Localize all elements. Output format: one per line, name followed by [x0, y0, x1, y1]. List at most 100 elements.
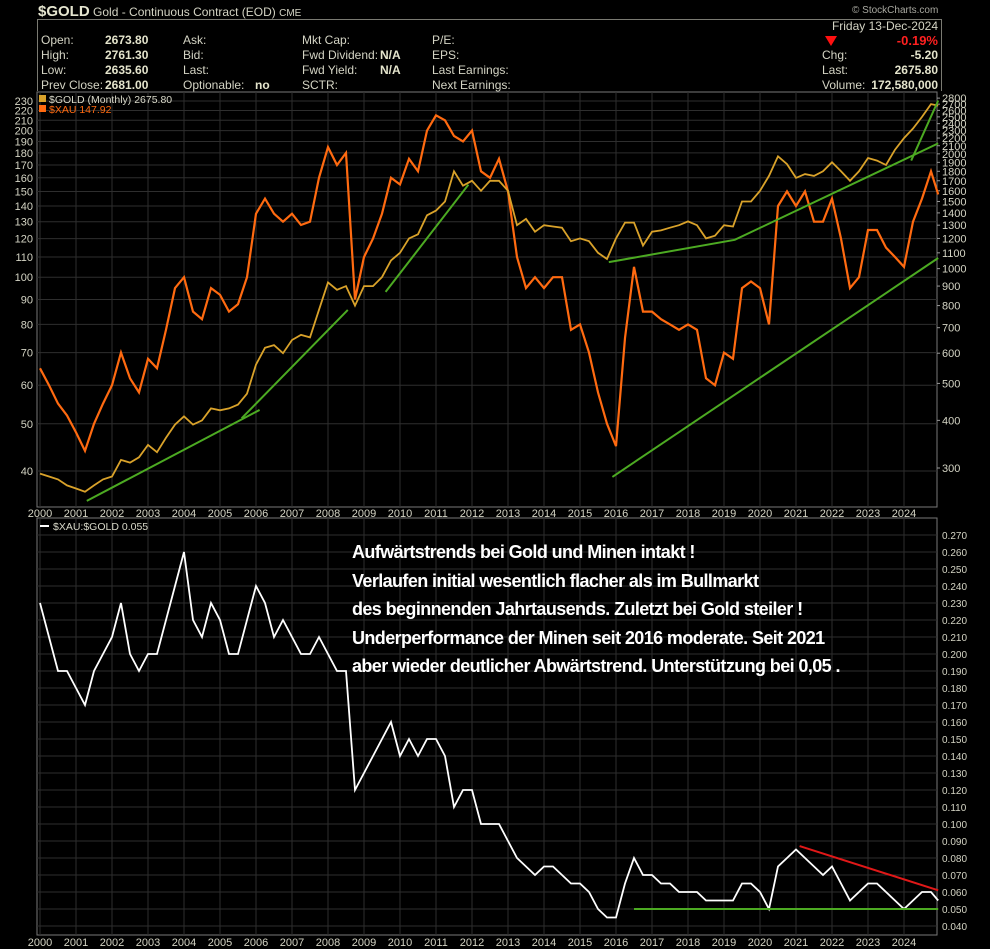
left-y-tick-label: 90 — [21, 294, 33, 306]
lower-y-tick-label: 0.110 — [942, 803, 967, 814]
volume-label: Volume: — [822, 78, 866, 92]
prev-close-value: 2681.00 — [105, 78, 149, 92]
lower-x-tick-label: 2023 — [856, 937, 880, 949]
upper-x-tick-label: 2006 — [244, 508, 268, 520]
lower-y-tick-label: 0.100 — [942, 820, 967, 831]
lower-x-tick-label: 2017 — [640, 937, 664, 949]
upper-x-tick-label: 2008 — [316, 508, 340, 520]
lower-x-tick-label: 2015 — [568, 937, 592, 949]
lower-x-tick-label: 2024 — [892, 937, 916, 949]
lower-x-tick-label: 2020 — [748, 937, 772, 949]
right-y-tick-label: 1100 — [942, 248, 966, 260]
lower-y-tick-label: 0.270 — [942, 531, 967, 542]
lower-y-tick-label: 0.200 — [942, 650, 967, 661]
upper-x-tick-label: 2011 — [424, 508, 448, 520]
left-y-tick-label: 80 — [21, 319, 33, 331]
right-y-tick-label: 700 — [942, 323, 960, 335]
upper-x-tick-label: 2010 — [388, 508, 412, 520]
lower-y-tick-label: 0.060 — [942, 888, 967, 899]
lower-x-tick-label: 2016 — [604, 937, 628, 949]
lower-y-tick-label: 0.090 — [942, 837, 967, 848]
lower-x-tick-label: 2022 — [820, 937, 844, 949]
eps-label: EPS: — [432, 48, 460, 62]
chg-value: -5.20 — [910, 48, 938, 62]
right-y-tick-label: 900 — [942, 281, 960, 293]
right-y-tick-label: 1000 — [942, 264, 966, 276]
right-y-tick-label: 1800 — [942, 166, 966, 178]
left-y-tick-label: 220 — [15, 105, 33, 117]
high-label: High: — [41, 48, 70, 62]
lower-x-tick-label: 2014 — [532, 937, 556, 949]
left-y-tick-label: 190 — [15, 136, 33, 148]
lower-x-tick-label: 2009 — [352, 937, 376, 949]
right-y-tick-label: 500 — [942, 378, 960, 390]
lower-y-tick-label: 0.170 — [942, 701, 967, 712]
mkt-cap-label: Mkt Cap: — [302, 33, 351, 47]
bid-label: Bid: — [183, 48, 204, 62]
lower-y-tick-label: 0.250 — [942, 565, 967, 576]
lower-y-tick-label: 0.140 — [942, 752, 967, 763]
gold-series-line — [39, 103, 939, 493]
lower-x-tick-label: 2019 — [712, 937, 736, 949]
right-y-tick-label: 2700 — [942, 99, 966, 111]
right-y-tick-label: 300 — [942, 463, 960, 475]
left-y-tick-label: 230 — [15, 96, 33, 108]
copyright-link[interactable]: © StockCharts.com — [852, 5, 939, 16]
upper-trendline — [86, 409, 261, 502]
upper-trendline — [384, 184, 470, 293]
upper-x-tick-label: 2015 — [568, 508, 592, 520]
sctr-label: SCTR: — [302, 78, 338, 92]
right-y-tick-label: 1900 — [942, 157, 966, 169]
right-y-tick-label: 600 — [942, 348, 960, 360]
lower-y-tick-label: 0.260 — [942, 548, 967, 559]
last-earnings-label: Last Earnings: — [432, 63, 509, 77]
upper-x-tick-label: 2003 — [136, 508, 160, 520]
upper-trendline — [240, 309, 349, 420]
high-value: 2761.30 — [105, 48, 149, 62]
right-y-tick-label: 1600 — [942, 186, 966, 198]
last-price-value: 2675.80 — [894, 63, 938, 77]
pe-label: P/E: — [432, 33, 455, 47]
lower-y-tick-label: 0.240 — [942, 582, 967, 593]
lower-x-tick-label: 2013 — [496, 937, 520, 949]
ratio-legend-label: $XAU:$GOLD 0.055 — [53, 521, 148, 533]
left-y-tick-label: 160 — [15, 173, 33, 185]
right-y-tick-label: 2500 — [942, 112, 966, 124]
chart-title: $GOLD Gold - Continuous Contract (EOD) C… — [38, 3, 301, 20]
lower-y-tick-label: 0.150 — [942, 735, 967, 746]
xau-series-line — [39, 113, 940, 454]
ratio-legend-icon — [40, 525, 49, 527]
lower-y-tick-label: 0.130 — [942, 769, 967, 780]
right-y-tick-label: 1300 — [942, 220, 966, 232]
upper-x-tick-label: 2009 — [352, 508, 376, 520]
last-label: Last: — [183, 63, 210, 77]
last-price-label: Last: — [822, 63, 849, 77]
annotation-line: Underperformance der Minen seit 2016 mod… — [352, 627, 825, 648]
lower-x-tick-label: 2011 — [424, 937, 448, 949]
upper-x-tick-label: 2019 — [712, 508, 736, 520]
quote-date: Friday 13-Dec-2024 — [831, 19, 938, 33]
annotation-line: aber wieder deutlicher Abwärtstrend. Unt… — [352, 656, 840, 676]
lower-panel-frame — [36, 517, 938, 936]
lower-x-tick-label: 2008 — [316, 937, 340, 949]
lower-x-tick-label: 2010 — [388, 937, 412, 949]
volume-value: 172,580,000 — [871, 78, 938, 92]
upper-x-tick-label: 2018 — [676, 508, 700, 520]
right-y-tick-label: 1700 — [942, 176, 966, 188]
left-y-tick-label: 140 — [15, 201, 33, 213]
lower-y-tick-label: 0.230 — [942, 599, 967, 610]
upper-x-tick-label: 2007 — [280, 508, 304, 520]
annotation-line: des beginnenden Jahrtausends. Zuletzt be… — [352, 599, 803, 619]
left-y-tick-label: 50 — [21, 419, 33, 431]
lower-x-tick-label: 2002 — [100, 937, 124, 949]
right-y-tick-label: 1500 — [942, 196, 966, 208]
left-y-tick-label: 40 — [21, 466, 33, 478]
right-y-tick-label: 2200 — [942, 133, 966, 145]
gold-legend-label: $GOLD (Monthly) 2675.80 — [49, 94, 172, 106]
left-y-tick-label: 200 — [15, 126, 33, 138]
upper-x-tick-label: 2022 — [820, 508, 844, 520]
lower-x-tick-label: 2018 — [676, 937, 700, 949]
lower-y-tick-label: 0.190 — [942, 667, 967, 678]
lower-x-tick-label: 2021 — [784, 937, 808, 949]
open-label: Open: — [41, 33, 74, 47]
